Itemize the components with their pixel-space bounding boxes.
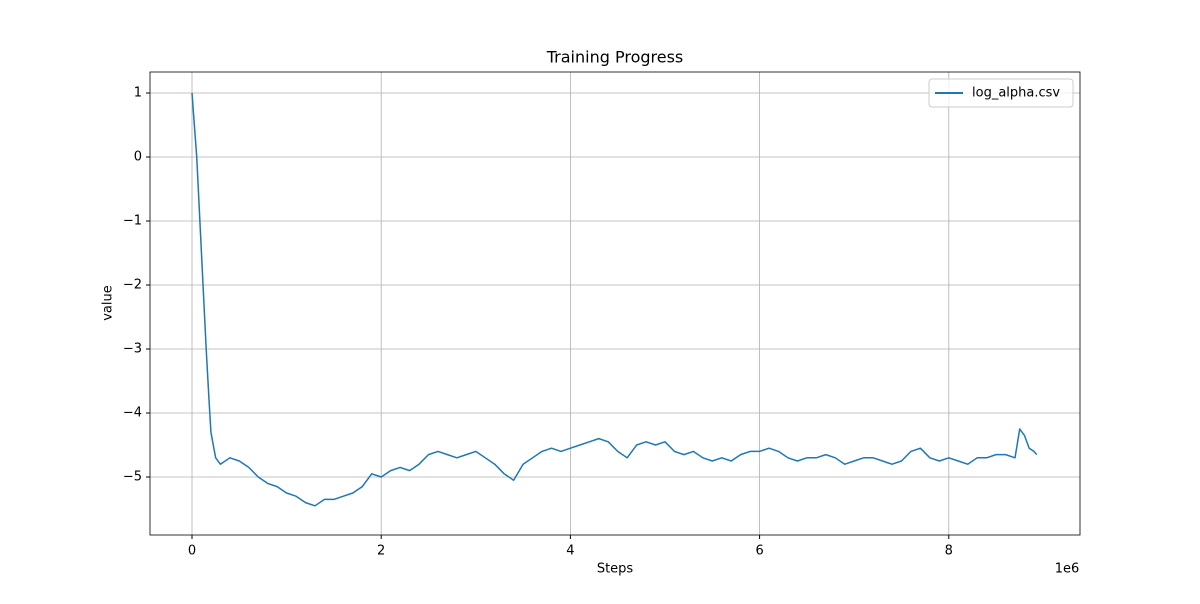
y-tick-label: 1 — [134, 85, 142, 100]
y-tick-label: 0 — [134, 149, 142, 164]
x-tick-label: 2 — [377, 544, 385, 559]
x-tick-label: 6 — [755, 544, 763, 559]
x-tick-label: 8 — [945, 544, 953, 559]
line-series — [191, 92, 1038, 507]
y-axis-label: value — [101, 285, 116, 321]
x-tick-label: 0 — [188, 544, 196, 559]
x-axis-label: Steps — [597, 562, 634, 577]
plot-frame — [149, 71, 1081, 536]
y-tick-label: −1 — [123, 213, 142, 228]
y-tick-label: −5 — [123, 470, 142, 485]
y-tick-label: −4 — [123, 406, 142, 421]
legend-label: log_alpha.csv — [972, 86, 1060, 101]
y-tick-label: −2 — [123, 278, 142, 293]
chart-title: Training Progress — [546, 48, 684, 67]
y-tick-label: −3 — [123, 342, 142, 357]
legend-box — [928, 78, 1074, 108]
x-tick-label: 4 — [566, 544, 574, 559]
x-offset-label: 1e6 — [1055, 562, 1080, 577]
